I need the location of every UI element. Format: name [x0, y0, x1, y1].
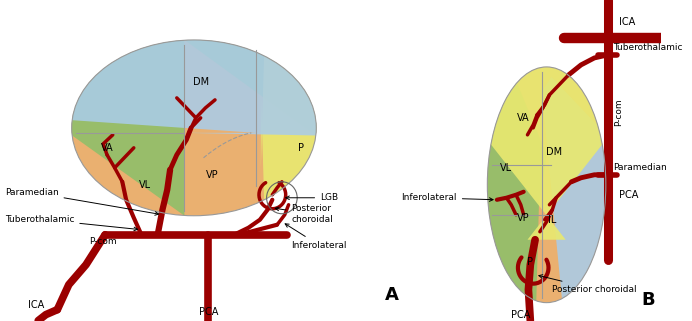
- Text: DM: DM: [546, 147, 563, 157]
- Ellipse shape: [487, 67, 606, 303]
- Text: P-com: P-com: [89, 237, 116, 246]
- Text: Posterior
choroidal: Posterior choroidal: [275, 204, 333, 224]
- Text: PCA: PCA: [619, 190, 639, 200]
- Text: Posterior choroidal: Posterior choroidal: [539, 275, 637, 294]
- Text: Paramedian: Paramedian: [5, 188, 158, 215]
- Text: P: P: [298, 143, 304, 153]
- Text: VL: VL: [139, 180, 152, 190]
- Text: PCA: PCA: [199, 307, 218, 317]
- Text: A: A: [385, 286, 399, 304]
- Text: B: B: [641, 291, 655, 308]
- Text: Tuberothalamic: Tuberothalamic: [5, 215, 138, 231]
- Polygon shape: [542, 77, 606, 299]
- Ellipse shape: [72, 40, 316, 216]
- Text: ICA: ICA: [28, 299, 44, 310]
- Text: VP: VP: [206, 170, 219, 180]
- Polygon shape: [72, 40, 316, 216]
- Text: VL: VL: [500, 163, 513, 173]
- Text: ICA: ICA: [619, 17, 635, 27]
- Text: P-com: P-com: [614, 98, 623, 126]
- Polygon shape: [487, 83, 547, 301]
- Text: PCA: PCA: [511, 310, 531, 320]
- Polygon shape: [261, 56, 316, 200]
- Text: Inferolateral: Inferolateral: [285, 224, 347, 250]
- Polygon shape: [72, 40, 316, 135]
- Text: VA: VA: [518, 113, 530, 123]
- Text: VP: VP: [518, 213, 530, 223]
- Text: VA: VA: [101, 143, 113, 153]
- Text: DM: DM: [192, 77, 209, 87]
- Text: P: P: [527, 257, 534, 267]
- Text: Paramedian: Paramedian: [614, 163, 667, 172]
- Text: IL: IL: [548, 215, 556, 225]
- Text: LGB: LGB: [286, 193, 338, 202]
- Polygon shape: [491, 67, 602, 240]
- Text: Inferolateral: Inferolateral: [401, 193, 493, 202]
- Text: Tuberothalamic: Tuberothalamic: [614, 43, 683, 52]
